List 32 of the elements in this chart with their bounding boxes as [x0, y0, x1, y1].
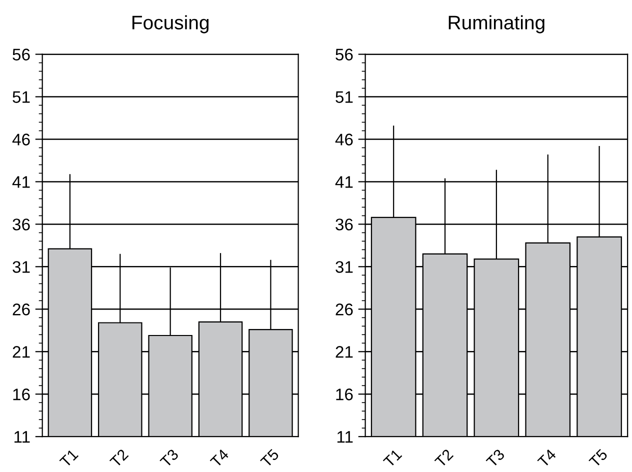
- y-tick-label: 46: [335, 134, 353, 146]
- y-tick-label: 21: [12, 346, 30, 358]
- y-tick-label: 26: [336, 304, 353, 316]
- y-tick-label: 31: [12, 261, 30, 273]
- x-tick-label: T4: [537, 448, 557, 468]
- y-tick-label: 36: [336, 218, 353, 230]
- x-tick-label: T4: [210, 448, 230, 468]
- x-tick-label: T2: [109, 448, 129, 468]
- y-tick-label: 16: [13, 388, 30, 400]
- y-tick-label: 31: [336, 261, 353, 273]
- x-tick-label: T3: [486, 448, 506, 468]
- y-tick-label: 41: [335, 176, 353, 188]
- x-tick-label: T2: [434, 448, 454, 468]
- chart-title: Ruminating: [448, 15, 544, 34]
- y-tick-label: 16: [336, 388, 353, 400]
- x-tick-label: T3: [160, 448, 180, 468]
- y-tick-label: 11: [337, 431, 353, 443]
- x-tick-label: T5: [260, 448, 280, 468]
- y-tick-label: 56: [336, 48, 353, 60]
- y-tick-label: 51: [336, 91, 353, 103]
- y-tick-label: 26: [12, 304, 30, 316]
- y-tick-label: 51: [12, 91, 30, 103]
- y-tick-label: 41: [12, 176, 30, 188]
- y-tick-label: 36: [12, 218, 30, 230]
- x-tick-label: T1: [59, 448, 79, 468]
- x-tick-label: T1: [382, 448, 402, 468]
- y-tick-label: 56: [12, 48, 30, 60]
- y-tick-label: 21: [336, 346, 353, 358]
- y-tick-label: 46: [12, 134, 30, 146]
- y-tick-label: 11: [14, 431, 30, 443]
- x-tick-label: T5: [588, 448, 608, 468]
- chart-title: Focusing: [132, 15, 209, 34]
